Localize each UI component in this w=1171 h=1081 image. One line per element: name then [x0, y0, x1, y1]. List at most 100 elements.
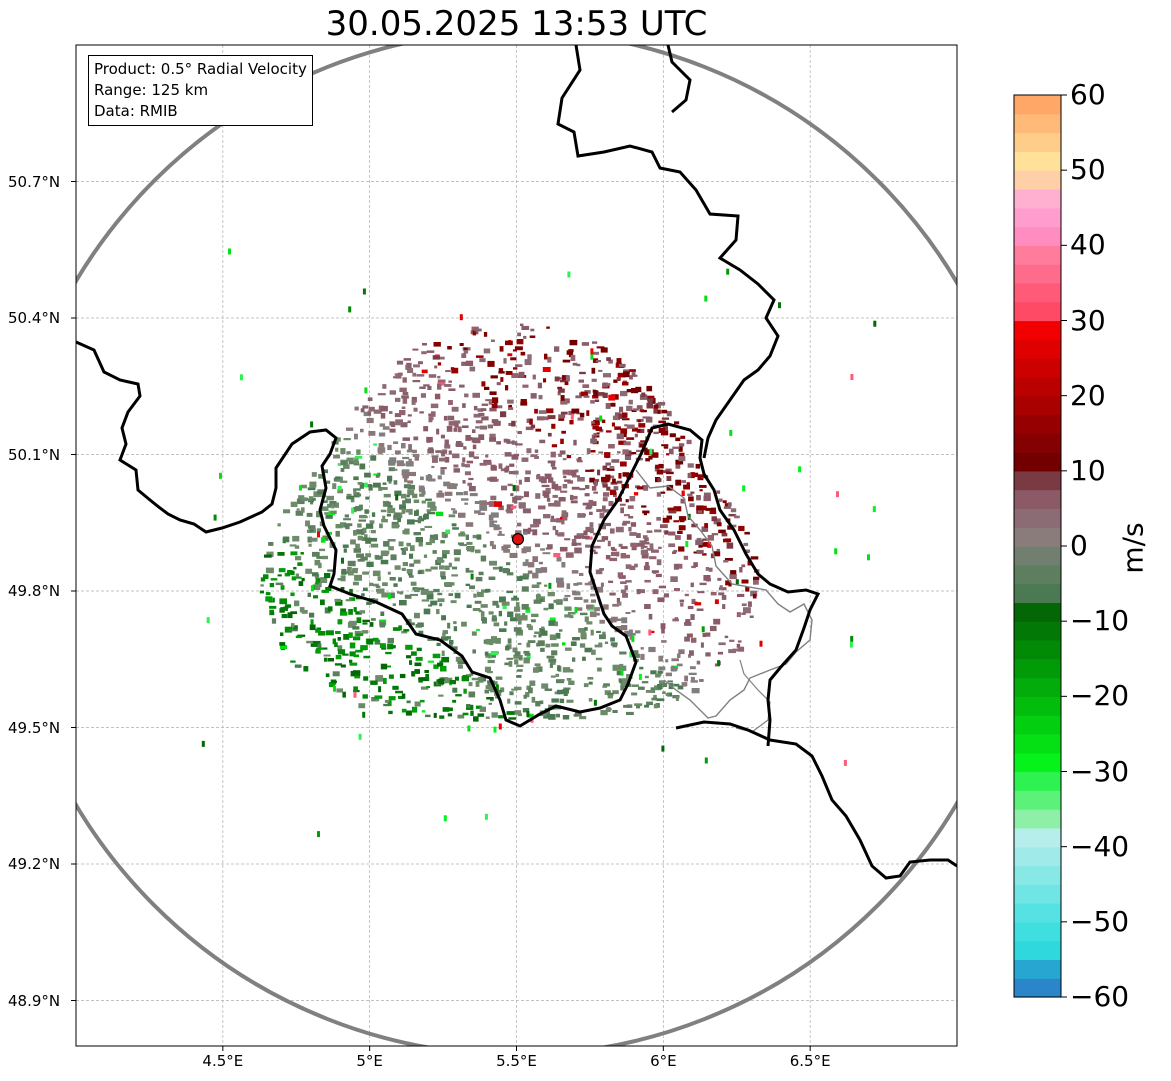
echo-pixel: [658, 546, 662, 549]
echo-pixel: [448, 562, 452, 568]
echo-pixel: [621, 412, 628, 418]
echo-pixel: [373, 409, 381, 414]
echo-pixel: [646, 385, 653, 392]
echo-pixel: [657, 597, 665, 603]
colorbar-tick-label: −30: [1070, 754, 1130, 788]
echo-pixel: [516, 544, 520, 549]
echo-pixel: [355, 493, 362, 497]
echo-pixel: [337, 619, 343, 625]
echo-pixel: [347, 560, 356, 567]
echo-pixel: [446, 425, 453, 432]
echo-pixel: [645, 562, 649, 567]
echo-pixel: [576, 533, 585, 538]
echo-pixel: [451, 574, 458, 577]
colorbar-segment: [1014, 921, 1061, 942]
echo-pixel: [451, 523, 457, 527]
echo-pixel: [429, 534, 437, 539]
echo-pixel: [673, 506, 682, 512]
colorbar-segment: [1014, 358, 1061, 378]
echo-pixel: [278, 568, 286, 573]
echo-pixel: [601, 419, 606, 423]
colorbar-segment: [1014, 508, 1061, 528]
echo-pixel: [410, 545, 415, 552]
echo-pixel: [530, 524, 537, 528]
echo-pixel: [362, 288, 366, 295]
echo-pixel: [579, 514, 586, 517]
echo-pixel: [695, 539, 703, 546]
echo-pixel: [741, 564, 746, 568]
echo-pixel: [596, 346, 605, 349]
echo-pixel: [596, 432, 600, 435]
echo-pixel: [388, 710, 393, 715]
echo-pixel: [622, 381, 629, 386]
echo-pixel: [447, 622, 451, 629]
echo-pixel: [729, 574, 737, 580]
echo-pixel: [533, 599, 542, 604]
echo-pixel: [693, 562, 698, 567]
echo-pixel: [343, 438, 351, 441]
echo-pixel: [595, 417, 603, 421]
echo-pixel: [609, 557, 618, 562]
echo-pixel: [290, 551, 298, 556]
echo-pixel: [393, 468, 398, 471]
echo-pixel: [741, 603, 747, 607]
echo-pixel: [599, 415, 603, 422]
echo-pixel: [522, 384, 529, 388]
echo-pixel: [409, 563, 415, 567]
echo-pixel: [353, 548, 361, 553]
echo-pixel: [395, 419, 403, 426]
echo-pixel: [558, 629, 563, 632]
echo-pixel: [478, 412, 485, 416]
echo-pixel: [364, 387, 368, 394]
echo-pixel: [378, 405, 384, 412]
echo-pixel: [607, 694, 613, 699]
echo-pixel: [561, 510, 567, 514]
echo-pixel: [611, 459, 620, 463]
echo-pixel: [372, 482, 381, 488]
echo-pixel: [681, 682, 688, 686]
echo-pixel: [690, 472, 695, 479]
echo-pixel: [387, 643, 394, 650]
echo-pixel: [413, 559, 421, 564]
echo-pixel: [461, 621, 467, 627]
echo-pixel: [624, 424, 628, 427]
echo-pixel: [695, 463, 701, 469]
echo-pixel: [321, 506, 329, 511]
echo-pixel: [473, 716, 479, 722]
echo-pixel: [675, 479, 682, 486]
echo-pixel: [661, 627, 665, 634]
echo-pixel: [525, 691, 530, 698]
lat-tick-label: 49.8°N: [8, 582, 61, 600]
echo-pixel: [679, 452, 685, 459]
echo-pixel: [465, 534, 469, 540]
echo-pixel: [335, 437, 341, 442]
echo-pixel: [620, 685, 625, 691]
echo-pixel: [626, 711, 634, 715]
echo-pixel: [526, 642, 531, 648]
echo-pixel: [487, 659, 495, 664]
echo-pixel: [382, 482, 387, 485]
echo-pixel: [387, 571, 391, 575]
echo-pixel: [388, 467, 395, 472]
echo-pixel: [453, 621, 457, 625]
echo-pixel: [498, 723, 502, 730]
echo-pixel: [603, 683, 610, 687]
echo-pixel: [658, 655, 663, 662]
echo-pixel: [724, 558, 733, 561]
echo-pixel: [413, 532, 421, 536]
echo-pixel: [392, 603, 396, 606]
echo-pixel: [732, 648, 740, 652]
echo-pixel: [354, 433, 358, 440]
echo-pixel: [620, 507, 624, 514]
echo-pixel: [444, 384, 452, 387]
echo-pixel: [472, 330, 477, 336]
echo-pixel: [501, 548, 509, 551]
echo-pixel: [206, 617, 210, 624]
echo-pixel: [619, 651, 627, 655]
colorbar-segment: [1014, 132, 1061, 152]
echo-pixel: [689, 503, 695, 508]
colorbar-segment: [1014, 433, 1061, 453]
echo-pixel: [389, 429, 395, 433]
echo-pixel: [359, 610, 366, 614]
echo-pixel: [511, 420, 516, 427]
